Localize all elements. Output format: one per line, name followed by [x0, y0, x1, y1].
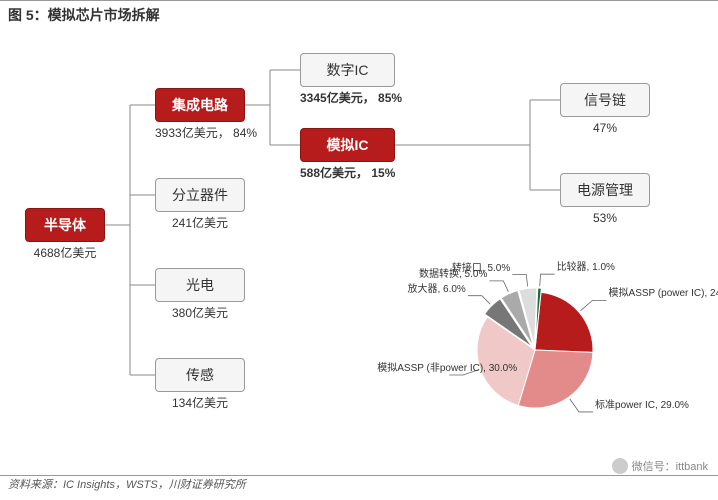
node-l3-0: 信号链 47%: [560, 83, 650, 137]
node-root-sub: 4688亿美元: [25, 246, 105, 262]
pie-label: 转接口, 5.0%: [440, 263, 510, 275]
pie-label: 放大器, 6.0%: [396, 284, 466, 296]
node-l2-1-sub: 588亿美元， 15%: [300, 166, 395, 182]
node-root: 半导体 4688亿美元: [25, 208, 105, 262]
node-l2-0-sub: 3345亿美元， 85%: [300, 91, 395, 107]
node-l1-0: 集成电路 3933亿美元， 84%: [155, 88, 245, 142]
node-l1-0-sub: 3933亿美元， 84%: [155, 126, 245, 142]
node-l1-3: 传感 134亿美元: [155, 358, 245, 412]
pie-label: 模拟ASSP (非power IC), 30.0%: [377, 363, 447, 375]
node-l1-1: 分立器件 241亿美元: [155, 178, 245, 232]
node-l3-0-label: 信号链: [560, 83, 650, 117]
node-l1-0-label: 集成电路: [155, 88, 245, 122]
weixin-tag: 微信号：ittbank: [612, 458, 708, 474]
pie-chart: 模拟ASSP (power IC), 24.0% 标准power IC, 29.0…: [380, 230, 680, 450]
wechat-icon: [612, 458, 628, 474]
source-footer: 资料来源：IC Insights，WSTS，川财证券研究所: [8, 476, 246, 492]
pie-label: 比较器, 1.0%: [557, 262, 627, 274]
node-l1-1-label: 分立器件: [155, 178, 245, 212]
node-l2-1: 模拟IC 588亿美元， 15%: [300, 128, 395, 182]
node-l3-0-sub: 47%: [560, 121, 650, 137]
pie-slice: [535, 292, 593, 352]
node-l2-0: 数字IC 3345亿美元， 85%: [300, 53, 395, 107]
pie-svg: [380, 230, 680, 450]
node-l3-1-label: 电源管理: [560, 173, 650, 207]
node-l2-1-label: 模拟IC: [300, 128, 395, 162]
pie-label: 标准power IC, 29.0%: [595, 400, 665, 412]
node-l3-1: 电源管理 53%: [560, 173, 650, 227]
node-l1-2-label: 光电: [155, 268, 245, 302]
node-root-label: 半导体: [25, 208, 105, 242]
node-l1-2: 光电 380亿美元: [155, 268, 245, 322]
node-l1-1-sub: 241亿美元: [155, 216, 245, 232]
node-l1-3-sub: 134亿美元: [155, 396, 245, 412]
node-l3-1-sub: 53%: [560, 211, 650, 227]
figure-title: 图 5：模拟芯片市场拆解: [0, 0, 718, 29]
node-l1-2-sub: 380亿美元: [155, 306, 245, 322]
diagram-canvas: 半导体 4688亿美元 集成电路 3933亿美元， 84% 分立器件 241亿美…: [0, 30, 718, 470]
node-l2-0-label: 数字IC: [300, 53, 395, 87]
node-l1-3-label: 传感: [155, 358, 245, 392]
weixin-text: 微信号：ittbank: [632, 458, 708, 474]
pie-label: 模拟ASSP (power IC), 24.0%: [609, 288, 679, 300]
